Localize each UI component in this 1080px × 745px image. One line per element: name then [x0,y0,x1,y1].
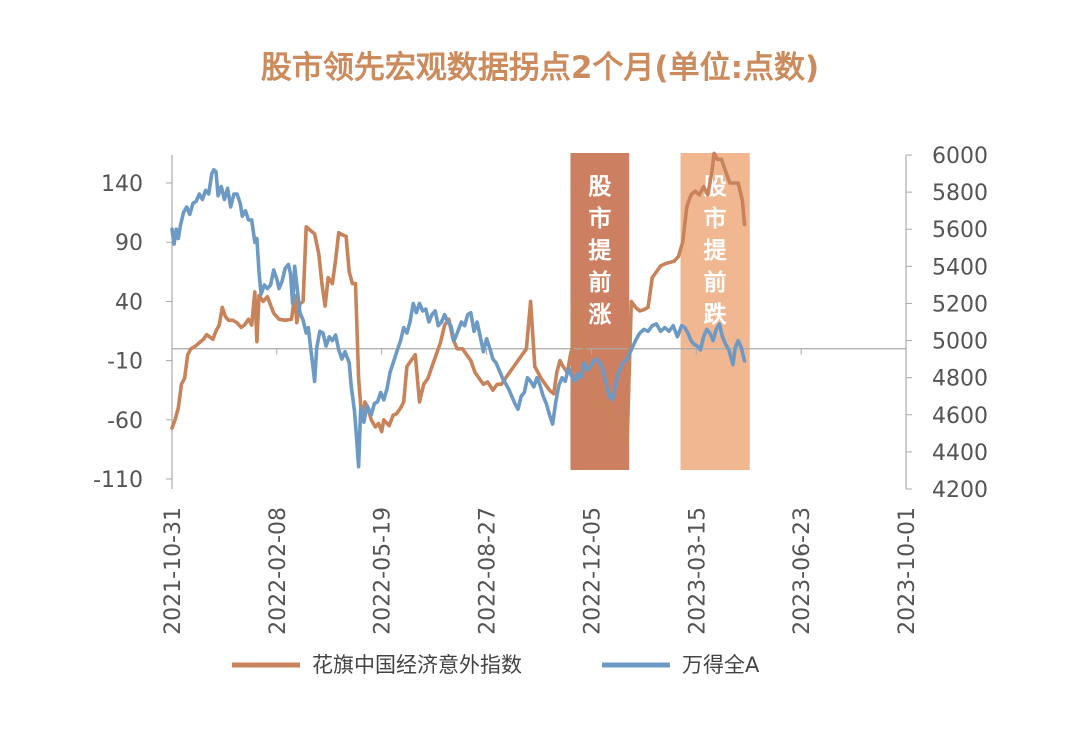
series-line-2 [170,168,747,469]
shaded-period-label-char: 前 [588,269,611,296]
right-tick-label: 5800 [932,181,988,206]
right-tick-label: 4200 [932,478,988,503]
shaded-period-label-char: 市 [704,205,727,232]
shaded-period-label-char: 涨 [588,302,611,328]
x-tick-label: 2023-10-01 [895,507,920,635]
shaded-period-label-char: 提 [588,237,612,264]
right-tick-label: 5000 [932,330,988,355]
shaded-period-label-char: 提 [704,237,728,264]
right-tick-label: 5200 [932,292,988,317]
left-tick-label: 40 [115,290,143,315]
right-tick-label: 5600 [932,218,988,243]
series-line-1 [170,151,747,446]
x-tick-label: 2022-02-08 [266,507,291,635]
legend-label-2: 万得全A [682,653,760,677]
right-tick-label: 4600 [932,404,988,429]
left-tick-label: 140 [101,172,143,197]
x-tick-label: 2022-05-19 [371,507,396,635]
right-tick-label: 4400 [932,441,988,466]
left-tick-label: -60 [107,409,143,434]
legend-label-1: 花旗中国经济意外指数 [312,653,522,677]
right-tick-label: 4800 [932,367,988,392]
shaded-period-2 [680,153,750,470]
left-tick-label: -10 [107,350,143,375]
x-tick-label: 2022-12-05 [580,507,605,635]
shaded-period-label-char: 前 [704,269,727,296]
legend: 花旗中国经济意外指数 万得全A [232,653,760,677]
left-tick-label: 90 [115,231,143,256]
x-tick-label: 2023-06-23 [790,507,815,635]
shaded-period-label-char: 股 [588,174,611,200]
shaded-period-label-char: 跌 [704,302,727,328]
left-tick-label: -110 [93,468,143,493]
right-tick-label: 5400 [932,255,988,280]
x-tick-label: 2022-08-27 [476,507,501,635]
x-tick-label: 2021-10-31 [161,507,186,635]
chart-title: 股市领先宏观数据拐点2个月(单位:点数) [261,50,819,86]
x-tick-label: 2023-03-15 [685,507,710,635]
shaded-period-label-char: 市 [588,205,611,232]
right-tick-label: 6000 [932,144,988,169]
